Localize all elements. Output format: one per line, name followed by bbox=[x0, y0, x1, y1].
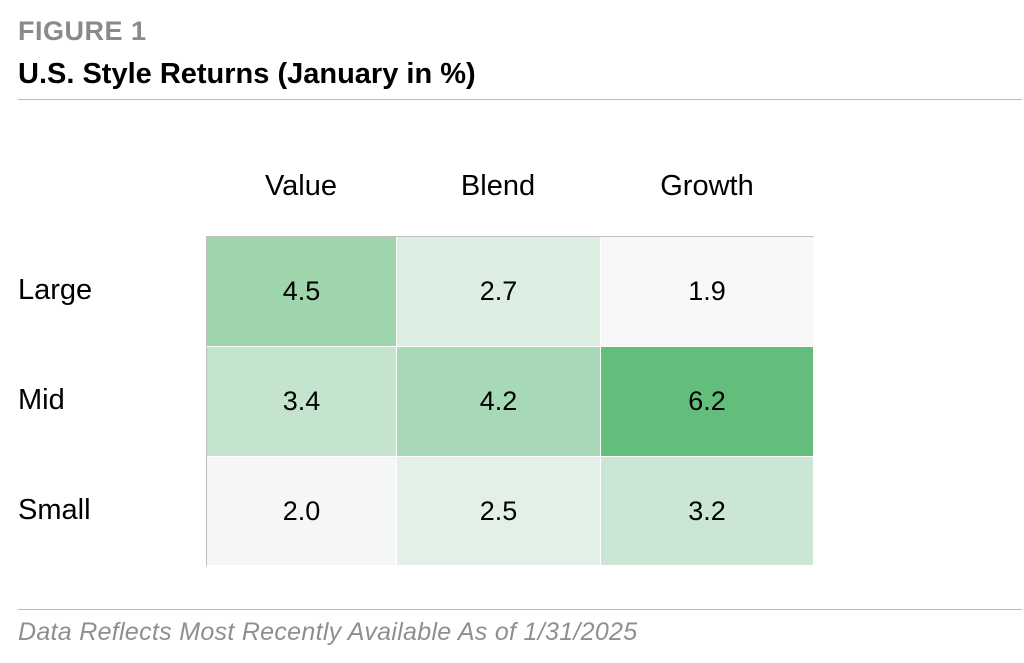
heatmap-cell-large-growth: 1.9 bbox=[601, 237, 814, 347]
heatmap-cell-small-value: 2.0 bbox=[207, 457, 397, 566]
heatmap-cell-small-growth: 3.2 bbox=[601, 457, 814, 566]
column-header-value: Value bbox=[264, 170, 338, 202]
row-label-small: Small bbox=[18, 494, 91, 526]
figure-label: FIGURE 1 bbox=[18, 16, 147, 46]
chart-title: U.S. Style Returns (January in %) bbox=[18, 58, 476, 90]
heatmap-cell-mid-value: 3.4 bbox=[207, 347, 397, 457]
heatmap-cell-mid-growth: 6.2 bbox=[601, 347, 814, 457]
heatmap-cell-mid-blend: 4.2 bbox=[397, 347, 601, 457]
heatmap-cell-large-value: 4.5 bbox=[207, 237, 397, 347]
column-header-growth: Growth bbox=[660, 170, 754, 202]
data-footnote: Data Reflects Most Recently Available As… bbox=[18, 618, 638, 646]
title-divider bbox=[18, 99, 1022, 100]
heatmap-cell-small-blend: 2.5 bbox=[397, 457, 601, 566]
row-label-mid: Mid bbox=[18, 384, 65, 416]
footer-divider bbox=[18, 609, 1022, 610]
row-label-large: Large bbox=[18, 274, 93, 306]
heatmap-cell-large-blend: 2.7 bbox=[397, 237, 601, 347]
heatmap-grid: 4.5 2.7 1.9 3.4 4.2 6.2 2.0 2.5 3.2 bbox=[206, 236, 814, 566]
column-header-blend: Blend bbox=[460, 170, 536, 202]
